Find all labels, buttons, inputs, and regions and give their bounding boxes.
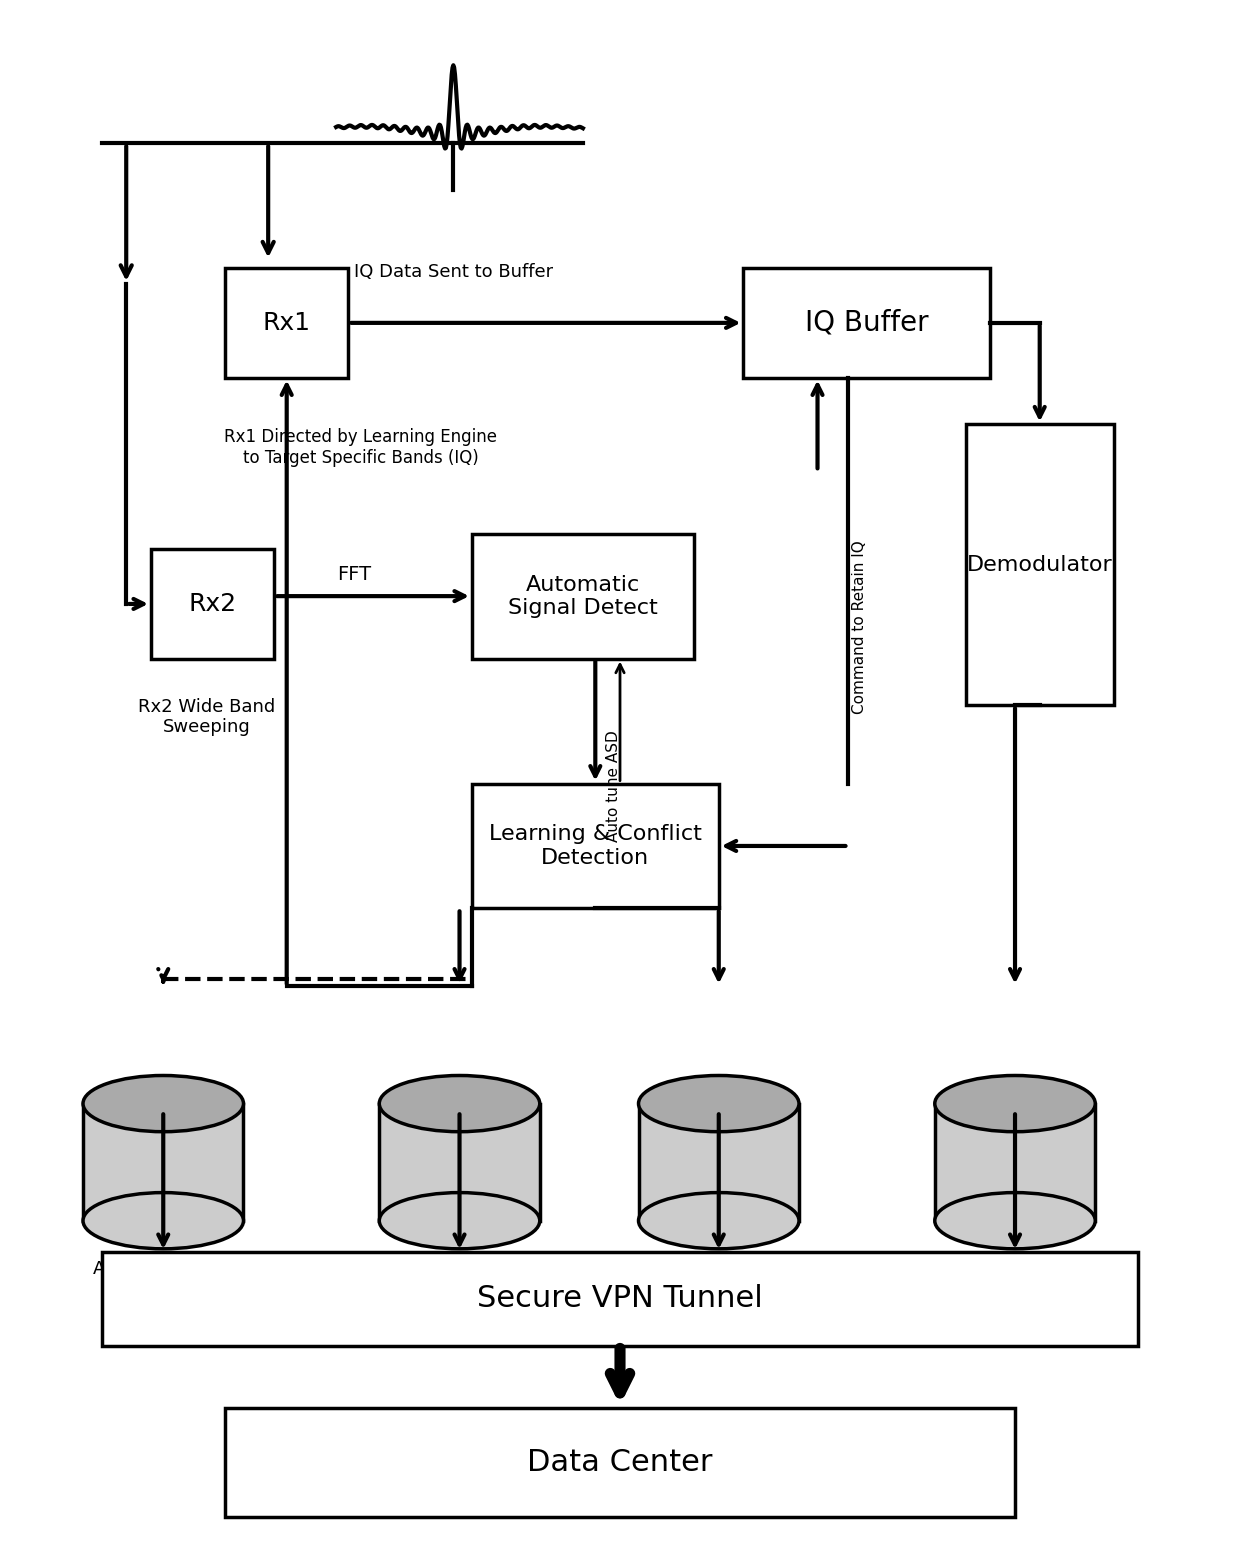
Text: Rx1 Directed by Learning Engine
to Target Specific Bands (IQ): Rx1 Directed by Learning Engine to Targe…: [224, 428, 497, 467]
Text: Channelized Data: Channelized Data: [639, 1260, 799, 1277]
Text: Rx2: Rx2: [188, 592, 237, 616]
Ellipse shape: [83, 1075, 243, 1131]
FancyBboxPatch shape: [102, 1252, 1138, 1346]
Ellipse shape: [935, 1075, 1095, 1131]
FancyBboxPatch shape: [935, 1103, 1095, 1221]
FancyBboxPatch shape: [472, 534, 694, 658]
Text: FFT: FFT: [337, 564, 372, 583]
Text: Learning & Conflict
Detection: Learning & Conflict Detection: [489, 824, 702, 868]
Text: Automatic
Signal Detect: Automatic Signal Detect: [508, 575, 658, 617]
FancyBboxPatch shape: [379, 1103, 539, 1221]
FancyBboxPatch shape: [472, 784, 719, 909]
FancyBboxPatch shape: [151, 550, 274, 658]
Ellipse shape: [379, 1075, 539, 1131]
Text: Auto tune ASD: Auto tune ASD: [606, 730, 621, 843]
Text: IQ Data Sent to Buffer: IQ Data Sent to Buffer: [353, 263, 553, 280]
Ellipse shape: [379, 1192, 539, 1249]
FancyBboxPatch shape: [639, 1103, 799, 1221]
Text: Demodulator: Demodulator: [967, 555, 1112, 575]
Text: Rx1: Rx1: [263, 310, 311, 335]
FancyBboxPatch shape: [224, 268, 348, 378]
Text: Command to Retain IQ: Command to Retain IQ: [852, 541, 867, 715]
Ellipse shape: [935, 1192, 1095, 1249]
FancyBboxPatch shape: [966, 425, 1114, 705]
Text: Alerts & Alarms: Alerts & Alarms: [93, 1260, 233, 1277]
Text: Data Center: Data Center: [527, 1448, 713, 1478]
Ellipse shape: [639, 1075, 799, 1131]
Text: Rx2 Wide Band
Sweeping: Rx2 Wide Band Sweeping: [138, 697, 275, 736]
Text: IQ Buffer: IQ Buffer: [805, 309, 929, 337]
Ellipse shape: [83, 1192, 243, 1249]
Text: Meta Data: Meta Data: [413, 1260, 506, 1277]
FancyBboxPatch shape: [83, 1103, 243, 1221]
FancyBboxPatch shape: [224, 1409, 1016, 1517]
Text: Secure VPN Tunnel: Secure VPN Tunnel: [477, 1285, 763, 1313]
Ellipse shape: [639, 1192, 799, 1249]
FancyBboxPatch shape: [744, 268, 991, 378]
Text: Actionable IQ: Actionable IQ: [955, 1260, 1075, 1277]
